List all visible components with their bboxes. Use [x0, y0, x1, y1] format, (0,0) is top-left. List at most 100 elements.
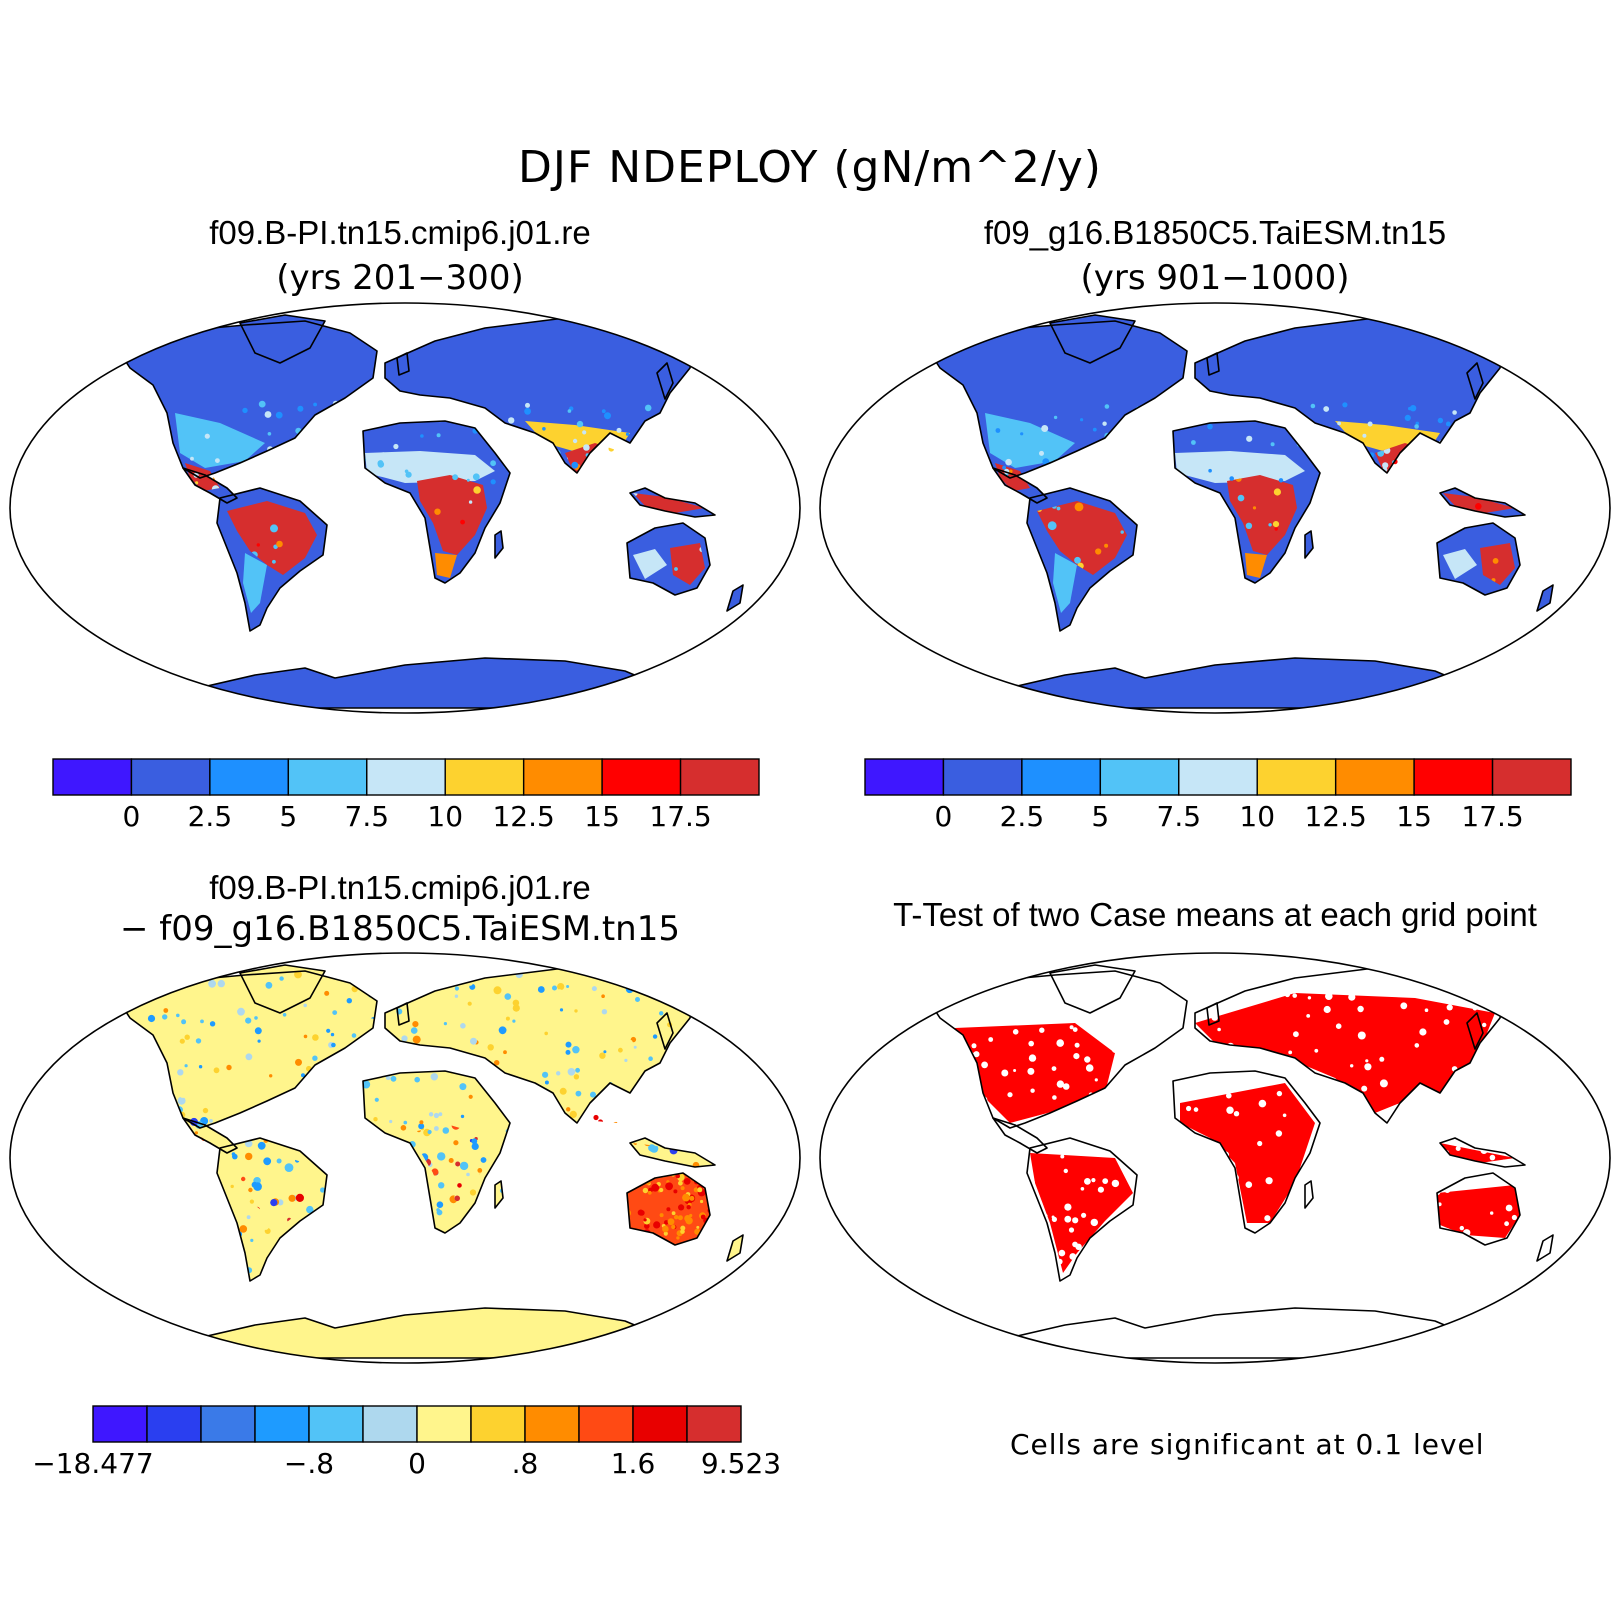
colorbar-tick-label: 7.5	[1156, 800, 1202, 833]
figure-title: DJF NDEPLOY (gN/m^2/y)	[518, 142, 1102, 193]
panel-title-ttest: T-Test of two Case means at each grid po…	[893, 896, 1537, 933]
map-diff	[9, 952, 801, 1364]
tropic-au	[1480, 543, 1515, 585]
colorbar-swatch-10	[632, 1405, 688, 1443]
land-nz	[1537, 1235, 1553, 1261]
map-border	[9, 302, 801, 714]
colorbar-swatch-1	[130, 758, 211, 796]
colorbar-swatch-8	[524, 1405, 580, 1443]
gradient-band-3	[1053, 553, 1077, 613]
colorbar-tick-label: 15	[1396, 800, 1432, 833]
colorbar-swatch-0	[864, 758, 945, 796]
colorbar-swatch-2	[200, 1405, 256, 1443]
colorbar-swatch-7	[601, 758, 682, 796]
colorbar-tick-label: 2.5	[187, 800, 233, 833]
gradient-band-5	[1443, 549, 1477, 579]
colorbar-swatch-4	[1178, 758, 1258, 796]
gradient-band-1	[1175, 451, 1305, 483]
colorbar-swatch-4	[366, 758, 446, 796]
map-case1	[9, 302, 801, 714]
colorbar-tick-label: 0	[408, 1447, 426, 1480]
gradient-band-0	[175, 413, 265, 468]
colorbar-swatch-3	[287, 758, 368, 796]
colorbar-tick-label: 10	[1239, 800, 1276, 833]
colorbar-swatch-2	[1021, 758, 1102, 796]
land-southAmerica	[217, 1138, 327, 1281]
colorbar-swatch-5	[1256, 758, 1337, 796]
colorbar-case1-labels: 0 2.5 5 7.5 10 12.5 15 17.5	[52, 800, 760, 836]
colorbar-tick-label: 17.5	[1461, 800, 1524, 833]
land-antarctica	[965, 658, 1475, 708]
land-antarctica	[965, 1308, 1475, 1358]
land-northAmerica	[117, 971, 377, 1128]
land-nz	[727, 585, 743, 611]
colorbar-swatch-7	[1413, 758, 1494, 796]
colorbar-case1	[52, 758, 760, 796]
colorbar-swatch-4	[308, 1405, 364, 1443]
gradient-band-4	[1245, 553, 1267, 578]
panel-title-case1: f09.B-PI.tn15.cmip6.j01.re	[209, 214, 591, 251]
colorbar-tick-label: 10	[427, 800, 464, 833]
map-border	[9, 952, 801, 1364]
colorbar-swatch-9	[578, 1405, 634, 1443]
panel-subtitle-diff: − f09_g16.B1850C5.TaiESM.tn15	[120, 909, 680, 949]
colorbar-diff-labels: −18.477 −.8 0 .8 1.6 9.523	[32, 1447, 781, 1483]
land-antarctica	[155, 1308, 665, 1358]
panel-subtitle-case1: (yrs 201−300)	[276, 258, 524, 298]
colorbar-swatch-5	[362, 1405, 418, 1443]
significant-region-0	[955, 1023, 1115, 1123]
significance-note: Cells are significant at 0.1 level	[1010, 1428, 1485, 1461]
colorbar-case2	[864, 758, 1572, 796]
colorbar-tick-label: −.8	[283, 1447, 335, 1480]
panel-subtitle-case2: (yrs 901−1000)	[1080, 258, 1350, 298]
colorbar-tick-label: 0	[934, 800, 953, 833]
colorbar-swatch-8	[679, 758, 760, 796]
colorbar-swatch-1	[942, 758, 1023, 796]
colorbar-swatch-3	[1099, 758, 1180, 796]
colorbar-tick-label: −18.477	[32, 1447, 154, 1480]
colorbar-swatch-7	[470, 1405, 526, 1443]
colorbar-swatch-11	[686, 1405, 742, 1443]
colorbar-tick-label: 5	[279, 800, 298, 833]
land-uk	[1207, 353, 1219, 375]
gradient-band-5	[633, 549, 667, 579]
tropic-af	[1227, 475, 1297, 555]
colorbar-swatch-8	[1491, 758, 1572, 796]
colorbar-diff	[92, 1405, 742, 1443]
map-case2	[819, 302, 1611, 714]
colorbar-swatch-6	[416, 1405, 472, 1443]
land-antarctica	[155, 658, 665, 708]
colorbar-tick-label: 12.5	[492, 800, 555, 833]
gradient-band-1	[365, 451, 495, 483]
tropic-au	[670, 543, 705, 585]
tropic-sa	[227, 501, 317, 575]
map-ttest	[819, 952, 1611, 1364]
colorbar-tick-label: 0	[122, 800, 141, 833]
land-uk	[397, 1003, 409, 1025]
colorbar-tick-label: .8	[511, 1447, 539, 1480]
colorbar-swatch-6	[1334, 758, 1415, 796]
colorbar-swatch-6	[522, 758, 603, 796]
colorbar-tick-label: 17.5	[649, 800, 712, 833]
gradient-band-3	[243, 553, 267, 613]
map-border	[819, 952, 1611, 1364]
colorbar-tick-label: 12.5	[1304, 800, 1367, 833]
tropic-sa	[1037, 501, 1127, 575]
colorbar-swatch-1	[146, 1405, 202, 1443]
panel-title-case2: f09_g16.B1850C5.TaiESM.tn15	[983, 214, 1447, 251]
map-border	[819, 302, 1611, 714]
colorbar-swatch-5	[444, 758, 525, 796]
colorbar-case2-labels: 0 2.5 5 7.5 10 12.5 15 17.5	[864, 800, 1572, 836]
colorbar-tick-label: 2.5	[999, 800, 1045, 833]
significant-region-4	[1437, 1185, 1520, 1238]
panel-title-diff: f09.B-PI.tn15.cmip6.j01.re	[209, 869, 591, 906]
land-nz	[727, 1235, 743, 1261]
tropic-af	[417, 475, 487, 555]
colorbar-tick-label: 5	[1091, 800, 1110, 833]
land-eurasia	[385, 968, 695, 1123]
land-uk	[397, 353, 409, 375]
colorbar-swatch-0	[92, 1405, 148, 1443]
colorbar-tick-label: 15	[584, 800, 620, 833]
colorbar-swatch-3	[254, 1405, 310, 1443]
colorbar-tick-label: 1.6	[610, 1447, 656, 1480]
